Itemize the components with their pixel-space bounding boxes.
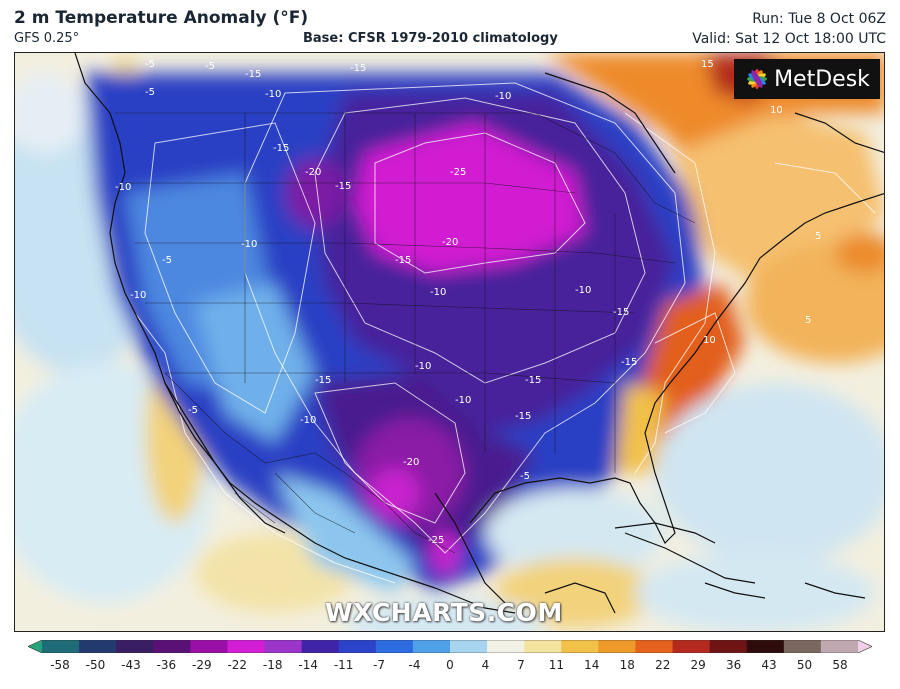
logo-text: MetDesk <box>774 66 870 92</box>
contour-label: -15 <box>273 143 289 154</box>
color-scale-swatch <box>264 640 303 653</box>
anomaly-field <box>15 53 884 631</box>
color-scale-swatch <box>561 640 599 653</box>
metdesk-logo: MetDesk <box>734 59 880 99</box>
contour-label: -25 <box>428 535 444 546</box>
contour-label: -10 <box>300 415 316 426</box>
contour-label: -5 <box>162 255 172 266</box>
color-scale-swatch <box>709 640 748 653</box>
color-scale-arrow-low <box>28 640 42 653</box>
color-scale-swatch <box>820 640 859 653</box>
contour-label: -5 <box>145 87 155 98</box>
color-scale-swatch <box>746 640 785 653</box>
watermark: WXCHARTS.COM <box>325 598 563 627</box>
contour-label: -10 <box>455 395 471 406</box>
contour-label: -5 <box>188 405 198 416</box>
contour-label: 5 <box>815 231 821 242</box>
color-scale-swatch <box>375 640 414 653</box>
contour-label: -10 <box>575 285 591 296</box>
contour-label: -5 <box>205 61 215 72</box>
contour-label: -20 <box>442 237 458 248</box>
chart-title: 2 m Temperature Anomaly (°F) <box>14 8 309 28</box>
color-scale-swatch <box>598 640 636 653</box>
color-scale: -58 -50 -43 -36 -29 -22 -18 -14 -11 -7 -4 0 4 7 11 14 18… <box>28 640 872 684</box>
color-scale-swatch <box>412 640 451 653</box>
contour-label: 10 <box>703 335 716 346</box>
color-scale-swatch <box>524 640 562 653</box>
color-scale-swatch <box>42 640 80 653</box>
color-scale-swatch <box>116 640 154 653</box>
anomaly-map: -5 -15 -10 -5 -15 -10 -5 -15 -10 -10 -5 … <box>15 53 884 631</box>
contour-label: 15 <box>701 59 714 70</box>
color-scale-swatch <box>783 640 822 653</box>
contour-label: 5 <box>805 315 811 326</box>
contour-label: -10 <box>115 182 131 193</box>
contour-label: -10 <box>415 361 431 372</box>
climatology-base-label: Base: CFSR 1979-2010 climatology <box>303 31 558 46</box>
color-scale-swatch <box>487 640 525 653</box>
contour-label: -10 <box>495 91 511 102</box>
model-label: GFS 0.25° <box>14 31 80 46</box>
contour-label: -15 <box>613 307 629 318</box>
contour-label: -10 <box>265 89 281 100</box>
contour-label: -5 <box>145 59 155 70</box>
contour-label: -10 <box>130 290 146 301</box>
contour-label: -10 <box>241 239 257 250</box>
color-scale-swatch <box>190 640 228 653</box>
contour-label: -15 <box>525 375 541 386</box>
color-scale-swatch <box>301 640 340 653</box>
contour-label: -15 <box>621 357 637 368</box>
color-scale-swatch <box>635 640 674 653</box>
contour-label: -15 <box>350 63 366 74</box>
contour-label: -20 <box>403 457 419 468</box>
contour-lines <box>134 82 876 584</box>
color-scale-swatch <box>79 640 117 653</box>
color-scale-bar <box>28 640 872 653</box>
state-borders <box>115 112 696 554</box>
color-scale-arrow-high <box>858 640 872 653</box>
valid-time-label: Valid: Sat 12 Oct 18:00 UTC <box>692 31 886 47</box>
contour-label: -15 <box>315 375 331 386</box>
color-scale-swatch <box>153 640 191 653</box>
contour-label: -15 <box>245 69 261 80</box>
contour-label: -5 <box>520 471 530 482</box>
color-scale-swatch <box>450 640 488 653</box>
contour-label: -25 <box>450 167 466 178</box>
map-panel: -5 -15 -10 -5 -15 -10 -5 -15 -10 -10 -5 … <box>14 52 885 632</box>
contour-label: 10 <box>770 105 783 116</box>
color-scale-swatch <box>672 640 711 653</box>
contour-labels: -5 -15 -10 -5 -15 -10 -5 -15 -10 -10 -5 … <box>115 59 821 546</box>
contour-label: -15 <box>515 411 531 422</box>
color-scale-swatch <box>227 640 266 653</box>
color-scale-ticks: -58 -50 -43 -36 -29 -22 -18 -14 -11 -7 -4 0 4 7 11 14 18… <box>50 658 848 672</box>
metdesk-flower-icon <box>747 69 768 89</box>
contour-label: -15 <box>335 181 351 192</box>
contour-label: -20 <box>305 167 321 178</box>
contour-label: -15 <box>395 255 411 266</box>
contour-label: -10 <box>430 287 446 298</box>
run-time-label: Run: Tue 8 Oct 06Z <box>752 11 886 27</box>
coastlines <box>74 53 884 614</box>
color-scale-swatch <box>338 640 377 653</box>
